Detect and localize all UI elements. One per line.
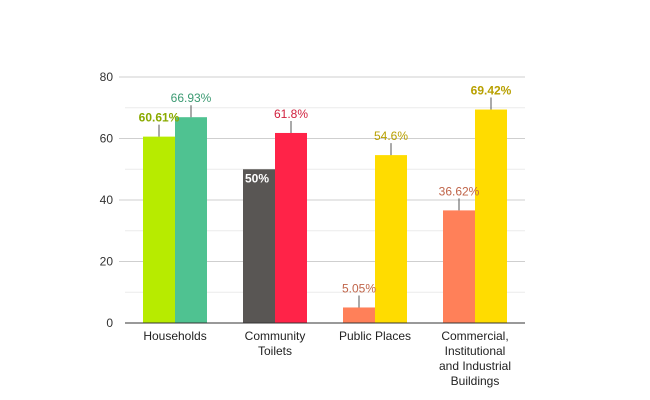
- y-tick-label: 20: [100, 255, 114, 269]
- x-category-label-line: Buildings: [451, 374, 500, 388]
- y-tick-label: 0: [106, 316, 113, 330]
- bar: [143, 136, 175, 323]
- x-category-label: Households: [143, 329, 206, 343]
- y-tick-label: 60: [100, 132, 114, 146]
- bar: [475, 109, 507, 323]
- x-category-label-line: and Industrial: [439, 359, 511, 373]
- x-category-label-line: Public Places: [339, 329, 411, 343]
- x-category-label-line: Toilets: [258, 344, 292, 358]
- x-axis: Households Community Toilets Public Places C…: [125, 322, 525, 388]
- y-tick-label: 80: [100, 70, 114, 84]
- bar: [343, 307, 375, 323]
- label-leader-lines: [158, 97, 492, 308]
- data-label: 66.93%: [171, 91, 212, 105]
- x-category-label: Commercial, Institutional and Industrial Bu…: [439, 329, 511, 388]
- data-label: 54.6%: [374, 129, 408, 143]
- data-label: 60.61%: [139, 111, 180, 125]
- data-label: 50%: [245, 171, 269, 185]
- data-label: 69.42%: [471, 84, 512, 98]
- data-label: 36.62%: [439, 184, 480, 198]
- x-category-label-line: Commercial,: [441, 329, 508, 343]
- x-category-label: Community Toilets: [245, 329, 306, 358]
- x-category-label-line: Households: [143, 329, 206, 343]
- y-tick-label: 40: [100, 193, 114, 207]
- bar: [243, 169, 275, 323]
- bar: [443, 210, 475, 323]
- x-category-label: Public Places: [339, 329, 411, 343]
- bars: [143, 109, 507, 323]
- data-label: 61.8%: [274, 107, 308, 121]
- data-labels: 60.61% 66.93% 50% 61.8% 5.05% 54.6% 36.62% 69.4…: [139, 84, 512, 296]
- bar: [375, 155, 407, 323]
- bar: [175, 117, 207, 323]
- x-category-label-line: Institutional: [445, 344, 506, 358]
- data-label: 5.05%: [342, 281, 376, 295]
- y-axis: 0 20 40 60 80: [100, 70, 114, 330]
- bar: [275, 132, 307, 323]
- x-category-label-line: Community: [245, 329, 306, 343]
